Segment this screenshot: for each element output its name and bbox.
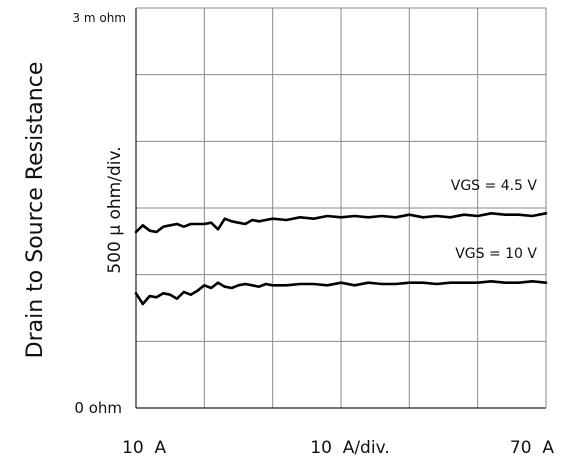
x-tick-label-end: 70 A xyxy=(510,438,554,458)
y-bottom-label: 0 ohm xyxy=(74,399,122,417)
series-label-vgs45: VGS = 4.5 V xyxy=(451,178,538,194)
series-line-vgs45 xyxy=(134,212,548,234)
series-label-vgs10: VGS = 10 V xyxy=(455,246,537,262)
grid xyxy=(136,8,546,408)
x-tick-label-scale: 10 A/div. xyxy=(310,438,389,458)
y-scale-label: 500 µ ohm/div. xyxy=(105,146,125,273)
series-line-vgs10 xyxy=(134,279,548,306)
series-layer xyxy=(134,212,548,306)
y-axis-label: Drain to Source Resistance xyxy=(23,62,48,359)
x-tick-label-start: 10 A xyxy=(122,438,166,458)
plot-frame xyxy=(135,7,547,409)
y-top-label: 3 m ohm xyxy=(72,11,126,25)
